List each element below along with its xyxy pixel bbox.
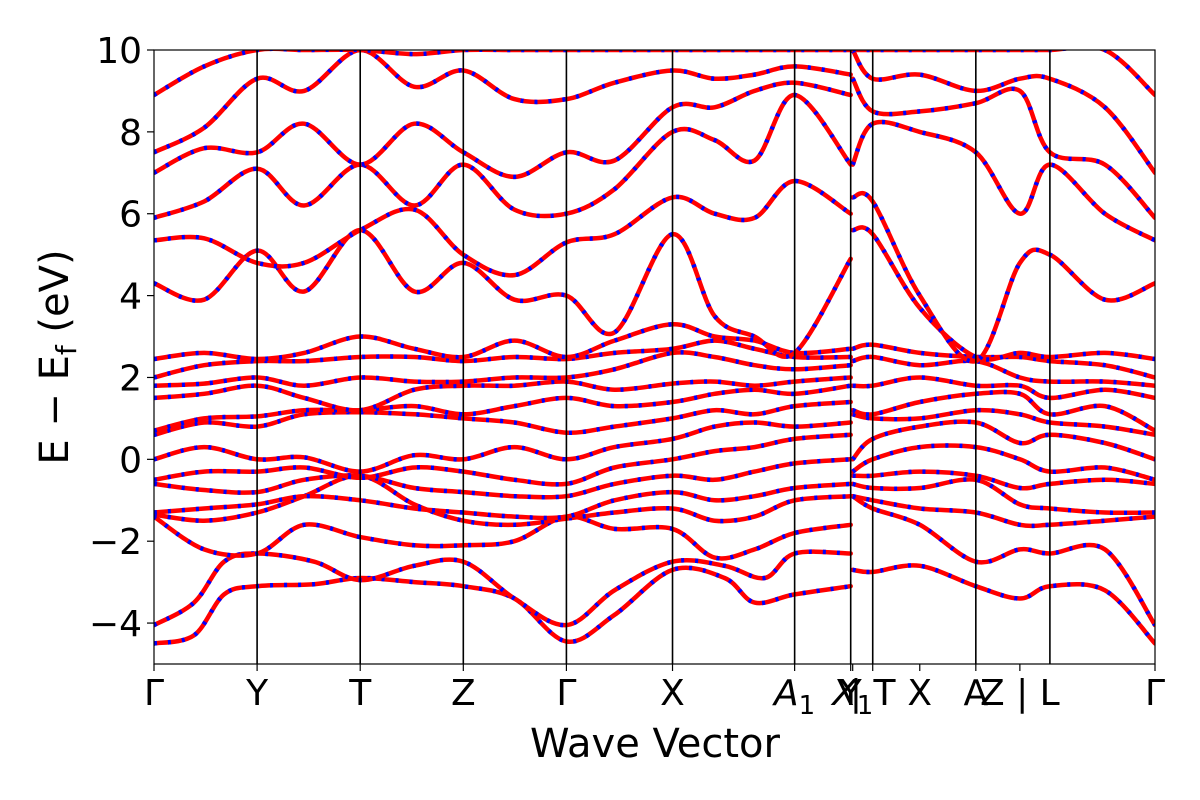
band-line-red-seg1-2 — [850, 493, 1155, 529]
band-lines — [154, 50, 1155, 646]
band-line-blue-seg0-19 — [154, 50, 851, 97]
band-line-red-seg1-3 — [850, 477, 1155, 516]
band-line-red-seg0-10 — [154, 375, 853, 413]
band-line-blue-seg0-1 — [154, 549, 851, 628]
x-tick-label-4: Γ — [556, 673, 576, 714]
band-line-blue-seg1-9 — [852, 375, 1155, 401]
y-axis-title-subscript: f — [50, 344, 83, 355]
y-axis-title: E − Ef (eV) — [32, 249, 83, 464]
y-tick-label-7: 10 — [96, 31, 142, 72]
x-tick-label-7: Y — [839, 673, 863, 714]
band-line-red-seg0-19 — [154, 50, 853, 98]
y-tick-label-3: 2 — [119, 358, 142, 399]
band-line-blue-seg1-10 — [852, 354, 1155, 388]
band-line-red-seg0-0 — [154, 565, 853, 646]
band-line-blue-seg1-0 — [852, 563, 1155, 646]
band-line-blue-seg0-16 — [154, 92, 853, 220]
band-line-red-seg1-14 — [850, 119, 1155, 243]
band-line-red-seg1-4 — [850, 469, 1155, 491]
band-line-red-seg1-17 — [850, 50, 1155, 98]
band-line-blue-seg1-15 — [850, 77, 1155, 220]
y-axis-title-main: E − E — [32, 355, 78, 465]
band-line-blue-seg0-9 — [154, 383, 852, 433]
band-line-red-seg0-15 — [154, 178, 853, 278]
band-line-blue-seg0-6 — [154, 432, 851, 487]
band-line-red-seg1-8 — [850, 389, 1155, 433]
x-tick-label-3: Z — [451, 673, 476, 714]
x-tick-label-5: X — [660, 673, 685, 714]
y-tick-label-5: 6 — [119, 195, 142, 236]
band-line-red-seg0-4 — [154, 481, 853, 521]
band-line-red-seg1-0 — [850, 563, 1155, 646]
band-line-blue-seg0-18 — [154, 50, 852, 155]
x-tick-label-0: Γ — [144, 673, 164, 714]
band-line-red-seg0-16 — [154, 92, 853, 221]
y-tick-label-1: −2 — [89, 522, 142, 563]
x-axis-title: Wave Vector — [530, 721, 781, 767]
band-line-blue-seg0-7 — [154, 420, 851, 474]
plot-frame — [153, 49, 1156, 665]
band-line-blue-seg0-3 — [154, 473, 851, 528]
band-line-blue-seg0-15 — [154, 178, 852, 278]
x-tick-label-6: A1 — [772, 673, 815, 721]
x-tick-label-9: | T — [850, 673, 897, 714]
band-line-blue-seg0-10 — [154, 375, 851, 413]
band-line-blue-seg1-1 — [851, 494, 1155, 627]
y-tick-label-4: 4 — [119, 277, 142, 318]
band-line-red-seg1-5 — [850, 443, 1155, 483]
band-line-blue-seg1-12 — [852, 225, 1155, 362]
kpath-divider-lines — [256, 50, 1051, 664]
band-line-red-seg0-11 — [154, 350, 853, 388]
x-tick-label-11: A — [964, 673, 989, 714]
band-line-blue-seg0-5 — [154, 457, 851, 500]
band-line-red-seg0-18 — [154, 50, 853, 155]
x-tick-label-12: Z | L — [980, 673, 1060, 714]
x-tick-label-2: T — [348, 673, 372, 714]
band-line-blue-seg1-16 — [850, 50, 1155, 175]
y-axis-title-unit: (eV) — [32, 249, 78, 345]
band-line-red-seg0-2 — [154, 514, 853, 561]
band-line-blue-seg1-13 — [852, 190, 1155, 364]
y-axis-ticks: −4 −2 0 2 4 6 8 10 — [89, 31, 154, 645]
y-tick-label-2: 0 — [119, 440, 142, 481]
band-line-blue-seg0-0 — [154, 565, 852, 646]
band-line-blue-seg0-17 — [154, 80, 852, 180]
band-line-red-seg1-7 — [850, 407, 1155, 438]
band-line-red-seg1-1 — [850, 493, 1155, 628]
y-tick-label-6: 8 — [119, 113, 142, 154]
x-tick-label-8: X1 — [830, 673, 873, 721]
band-line-blue-seg0-8 — [154, 399, 851, 437]
x-tick-label-13: Γ — [1145, 673, 1165, 714]
y-tick-label-0: −4 — [89, 604, 142, 645]
band-line-red-seg0-13 — [154, 322, 853, 362]
band-line-red-seg0-12 — [154, 338, 853, 380]
band-line-red-seg1-12 — [850, 225, 1155, 362]
band-line-blue-seg0-14 — [154, 227, 853, 359]
x-tick-label-10: X — [907, 673, 932, 714]
band-line-red-seg1-6 — [850, 419, 1155, 462]
band-line-blue-seg1-14 — [850, 119, 1155, 243]
x-tick-label-1: Y — [245, 673, 269, 714]
